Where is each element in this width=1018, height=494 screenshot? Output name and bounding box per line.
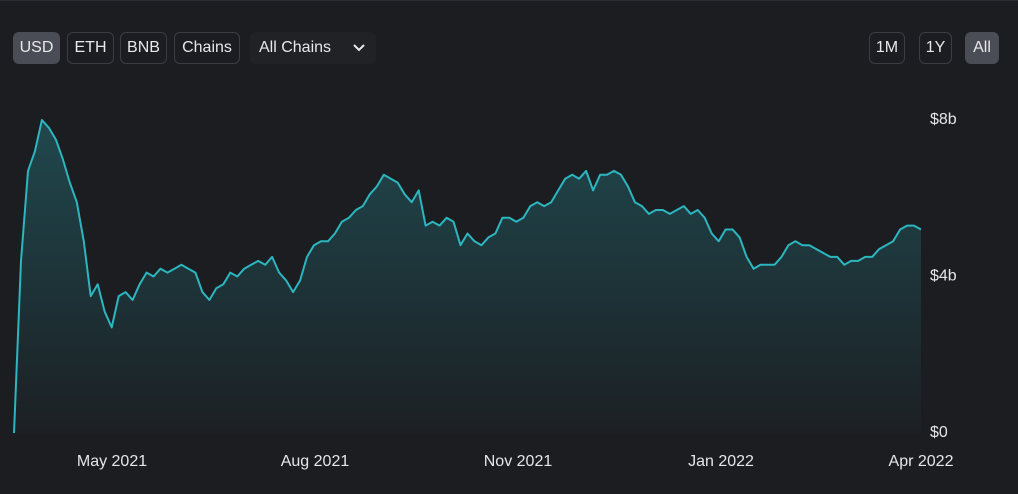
range-1y[interactable]: 1Y [919, 32, 952, 64]
x-tick-label: Apr 2022 [889, 453, 954, 470]
bnb-button[interactable]: BNB [120, 32, 167, 64]
x-tick-label: Jan 2022 [688, 453, 754, 470]
chain-select[interactable]: All Chains [250, 32, 376, 64]
eth-button[interactable]: ETH [67, 32, 114, 64]
area-line [13, 119, 922, 434]
chains-button[interactable]: Chains [174, 32, 240, 64]
x-tick-label: May 2021 [77, 453, 147, 470]
y-tick-label: $8b [930, 111, 957, 128]
usd-button[interactable]: USD [13, 32, 60, 64]
chain-select-text: All Chains [259, 39, 332, 56]
range-1m[interactable]: 1M [869, 32, 905, 64]
chevron [353, 44, 365, 52]
y-tick-label: $0 [930, 424, 948, 441]
y-tick-label: $4b [930, 268, 957, 285]
x-tick-label: Nov 2021 [484, 453, 553, 470]
x-tick-label: Aug 2021 [281, 453, 350, 470]
area-fill [14, 120, 921, 433]
range-all[interactable]: All [965, 32, 999, 64]
